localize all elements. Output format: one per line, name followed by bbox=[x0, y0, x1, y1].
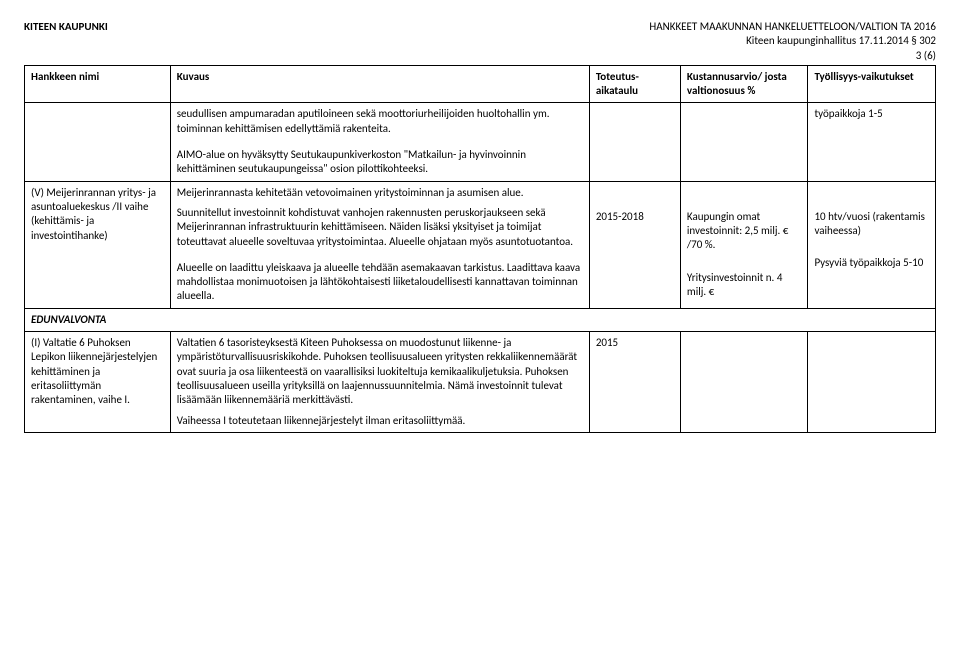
table-header-row: Hankkeen nimi Kuvaus Toteutus-aikataulu … bbox=[25, 65, 936, 103]
cell-desc: Meijerinrannasta kehitetään vetovoimaine… bbox=[170, 181, 589, 308]
emp-para: Pysyviä työpaikkoja 5-10 bbox=[814, 256, 929, 270]
cell-desc: seudullisen ampumaradan aputiloineen sek… bbox=[170, 103, 589, 181]
cell-employment: 10 htv/vuosi (rakentamis vaiheessa) Pysy… bbox=[808, 181, 936, 308]
cell-cost: Kaupungin omat investoinnit: 2,5 milj. €… bbox=[680, 181, 808, 308]
cell-schedule: 2015 bbox=[589, 332, 680, 433]
col-header-cost: Kustannusarvio/ josta valtionosuus % bbox=[680, 65, 808, 103]
header-right-line2: Kiteen kaupunginhallitus 17.11.2014 § 30… bbox=[649, 34, 936, 48]
table-row: seudullisen ampumaradan aputiloineen sek… bbox=[25, 103, 936, 181]
header-left: KITEEN KAUPUNKI bbox=[24, 20, 108, 63]
section-cell: EDUNVALVONTA bbox=[25, 308, 936, 331]
cell-employment: työpaikkoja 1-5 bbox=[808, 103, 936, 181]
desc-para: Suunnitellut investoinnit kohdistuvat va… bbox=[177, 206, 583, 249]
cost-para: Kaupungin omat investoinnit: 2,5 milj. €… bbox=[687, 210, 802, 253]
cell-schedule bbox=[589, 103, 680, 181]
cell-schedule: 2015-2018 bbox=[589, 181, 680, 308]
desc-para: Alueelle on laadittu yleiskaava ja aluee… bbox=[177, 261, 583, 304]
cell-desc: Valtatien 6 tasoristeyksestä Kiteen Puho… bbox=[170, 332, 589, 433]
table-row: (I) Valtatie 6 Puhoksen Lepikon liikenne… bbox=[25, 332, 936, 433]
cost-para: Yritysinvestoinnit n. 4 milj. € bbox=[687, 271, 802, 300]
cell-employment bbox=[808, 332, 936, 433]
col-header-name: Hankkeen nimi bbox=[25, 65, 171, 103]
cell-cost bbox=[680, 332, 808, 433]
col-header-desc: Kuvaus bbox=[170, 65, 589, 103]
section-row: EDUNVALVONTA bbox=[25, 308, 936, 331]
schedule-value: 2015-2018 bbox=[596, 210, 644, 223]
cell-name bbox=[25, 103, 171, 181]
desc-para: Valtatien 6 tasoristeyksestä Kiteen Puho… bbox=[177, 336, 583, 407]
project-table: Hankkeen nimi Kuvaus Toteutus-aikataulu … bbox=[24, 65, 936, 433]
col-header-employment: Työllisyys-vaikutukset bbox=[808, 65, 936, 103]
header-right-line3: 3 (6) bbox=[649, 49, 936, 63]
desc-para: Vaiheessa I toteutetaan liikennejärjeste… bbox=[177, 414, 583, 428]
emp-para: 10 htv/vuosi (rakentamis vaiheessa) bbox=[814, 210, 929, 239]
desc-para: seudullisen ampumaradan aputiloineen sek… bbox=[177, 107, 583, 136]
header-right-line1: HANKKEET MAAKUNNAN HANKELUETTELOON/VALTI… bbox=[649, 20, 936, 34]
col-header-schedule: Toteutus-aikataulu bbox=[589, 65, 680, 103]
desc-para: AIMO-alue on hyväksytty Seutukaupunkiver… bbox=[177, 148, 583, 177]
cell-name: (I) Valtatie 6 Puhoksen Lepikon liikenne… bbox=[25, 332, 171, 433]
table-row: (V) Meijerinrannan yritys- ja asuntoalue… bbox=[25, 181, 936, 308]
header-right: HANKKEET MAAKUNNAN HANKELUETTELOON/VALTI… bbox=[649, 20, 936, 63]
desc-para: Meijerinrannasta kehitetään vetovoimaine… bbox=[177, 186, 583, 200]
section-label: EDUNVALVONTA bbox=[31, 313, 106, 326]
cell-cost bbox=[680, 103, 808, 181]
cell-name: (V) Meijerinrannan yritys- ja asuntoalue… bbox=[25, 181, 171, 308]
page-header: KITEEN KAUPUNKI HANKKEET MAAKUNNAN HANKE… bbox=[24, 20, 936, 63]
